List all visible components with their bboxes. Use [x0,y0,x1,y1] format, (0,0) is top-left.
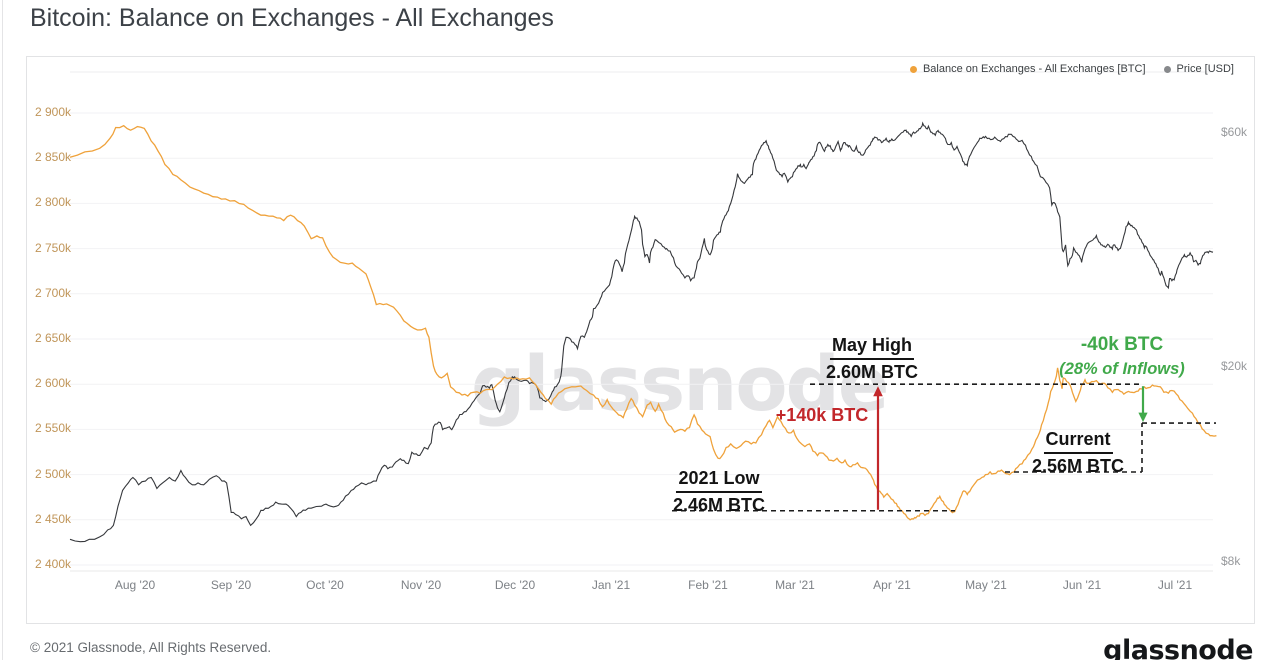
legend-swatch-icon [1163,65,1171,73]
annotation-outflow-value: -40k BTC [1080,334,1164,355]
annotation-2021-low: 2021 Low 2.46M BTC [673,466,765,518]
annotation-may-high: May High 2.60M BTC [826,333,918,385]
annotation-current-title: Current [1043,427,1113,455]
annotation-2021-low-value: 2.46M BTC [672,495,766,516]
legend-label: Price [USD] [1176,63,1234,75]
glassnode-logo: glassnode [1103,635,1253,660]
page-title: Bitcoin: Balance on Exchanges - All Exch… [30,4,554,32]
annotation-2021-low-title: 2021 Low [676,466,762,494]
price-series-line [69,121,1214,543]
annotation-current-value: 2.56M BTC [1031,456,1125,477]
legend-label: Balance on Exchanges - All Exchanges [BT… [922,63,1146,75]
annotation-current: Current 2.56M BTC [1032,427,1124,479]
inflow-arrow-head [873,386,883,397]
annotation-inflow: +140k BTC [775,405,869,425]
chart-legend: Balance on Exchanges - All Exchanges [BT… [909,63,1234,75]
chart-card: glassnode [26,56,1255,624]
annotation-may-high-value: 2.60M BTC [825,362,919,383]
copyright-text: © 2021 Glassnode, All Rights Reserved. [30,640,272,655]
outflow-arrow-head [1138,412,1148,423]
annotation-outflow-detail: (28% of Inflows) [1059,359,1185,378]
legend-swatch-icon [909,65,917,73]
legend-item-price[interactable]: Price [USD] [1163,63,1234,75]
annotation-may-high-title: May High [829,333,914,361]
annotation-outflow: -40k BTC (28% of Inflows) [1059,332,1185,380]
legend-item-balance[interactable]: Balance on Exchanges - All Exchanges [BT… [909,63,1146,75]
